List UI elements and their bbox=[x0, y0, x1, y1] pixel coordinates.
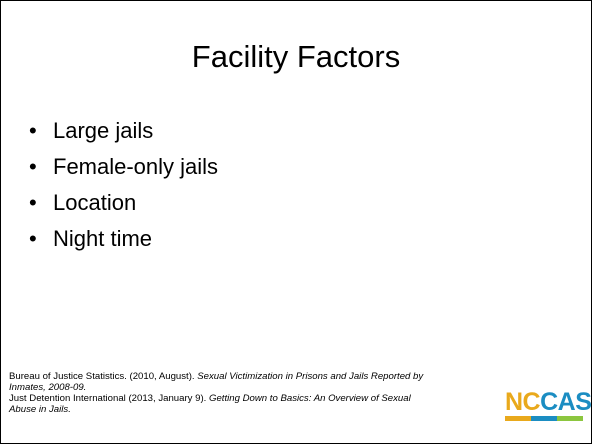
bullet-item: Night time bbox=[29, 221, 218, 257]
slide-title: Facility Factors bbox=[191, 39, 401, 74]
bullet-list: Large jailsFemale-only jailsLocationNigh… bbox=[29, 113, 218, 257]
bullet-item: Location bbox=[29, 185, 218, 221]
bullet-item: Large jails bbox=[29, 113, 218, 149]
citations: Bureau of Justice Statistics. (2010, Aug… bbox=[9, 371, 437, 415]
logo-nc: NC bbox=[505, 388, 541, 416]
logo: NCCASA bbox=[505, 388, 592, 421]
logo-bar bbox=[505, 416, 583, 421]
citation-source: Sexual Victimization in Prisons and Jail… bbox=[9, 371, 424, 393]
citation: Just Detention International (2013, Janu… bbox=[9, 393, 437, 415]
citation: Bureau of Justice Statistics. (2010, Aug… bbox=[9, 371, 437, 393]
bullet-item: Female-only jails bbox=[29, 149, 218, 185]
logo-text: NCCASA bbox=[505, 388, 592, 416]
citation-text: Just Detention International (2013, Janu… bbox=[9, 393, 209, 404]
logo-casa: CASA bbox=[540, 388, 592, 416]
citation-source: Getting Down to Basics: An Overview of S… bbox=[9, 393, 411, 415]
citation-text: Bureau of Justice Statistics. (2010, Aug… bbox=[9, 371, 198, 382]
